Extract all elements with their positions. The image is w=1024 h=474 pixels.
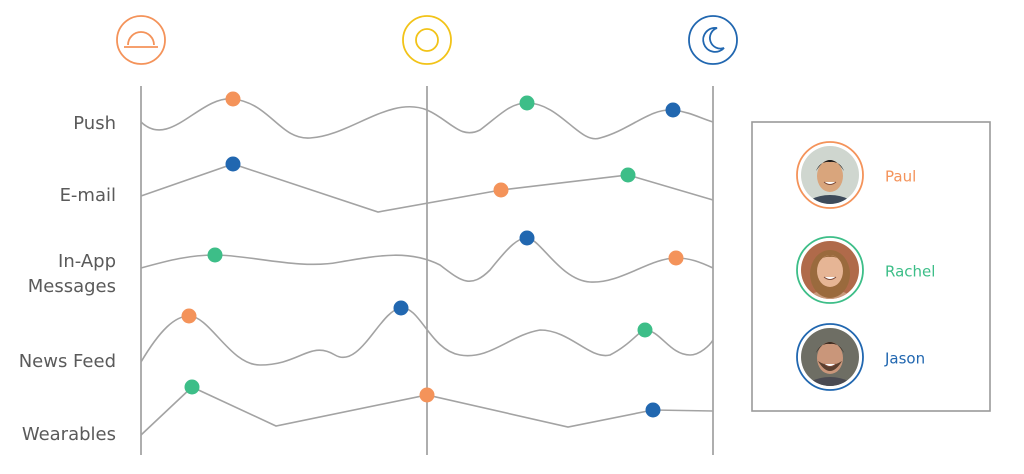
touchpoint	[519, 230, 535, 246]
avatar-hair	[816, 255, 844, 266]
channel-label: Wearables	[22, 424, 116, 445]
channel-label: E-mail	[60, 185, 116, 206]
avatar-smile	[823, 181, 837, 185]
touchpoint	[393, 300, 409, 316]
legend-box	[751, 121, 991, 412]
touchpoint	[181, 308, 197, 324]
avatar-hair	[816, 342, 844, 353]
channel-curve	[140, 237, 714, 283]
channel-label: News Feed	[19, 351, 116, 372]
avatar-smile	[823, 276, 837, 280]
touchpoint	[637, 322, 653, 338]
touchpoint	[665, 102, 681, 118]
touchpoint	[184, 379, 200, 395]
moon-icon	[688, 15, 738, 65]
touchpoint	[519, 95, 535, 111]
channel-curve	[140, 98, 714, 140]
touchpoint	[225, 91, 241, 107]
touchpoint	[645, 402, 661, 418]
touchpoint	[493, 182, 509, 198]
touchpoint	[620, 167, 636, 183]
avatar-ring	[796, 141, 864, 209]
sunrise-icon	[116, 15, 166, 65]
touchpoint	[225, 156, 241, 172]
avatar-ring	[796, 236, 864, 304]
channel-label: Push	[73, 113, 116, 134]
avatar-face	[817, 160, 843, 192]
touchpoint	[419, 387, 435, 403]
channel-curve	[140, 163, 714, 213]
channel-label: Messages	[28, 276, 116, 297]
person-name: Rachel	[885, 263, 935, 281]
avatar-face	[817, 255, 843, 287]
avatar-ring	[796, 323, 864, 391]
person-name: Jason	[884, 350, 925, 368]
person-name: Paul	[885, 168, 916, 186]
sun-icon	[402, 15, 452, 65]
touchpoints	[181, 91, 684, 418]
avatar-hair	[816, 160, 844, 171]
avatar-smile	[823, 363, 837, 367]
channel-label: In-App	[58, 251, 116, 272]
touchpoint	[207, 247, 223, 263]
touchpoint	[668, 250, 684, 266]
